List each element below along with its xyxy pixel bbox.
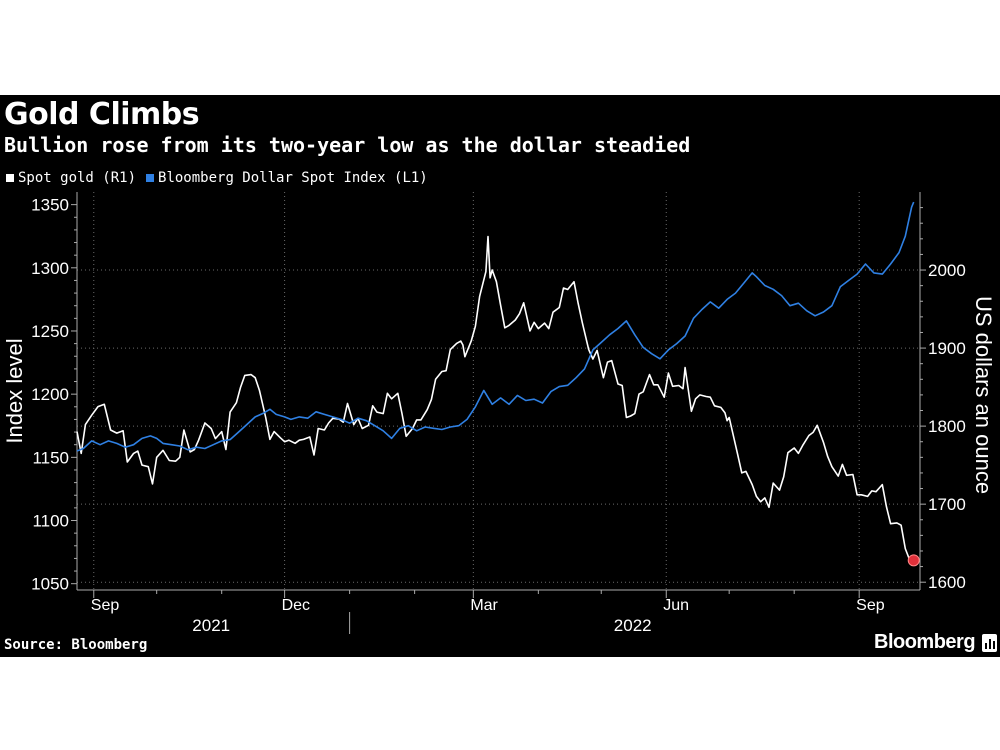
series-line-dollar-index [76,201,915,452]
end-point-marker [907,554,920,567]
right-axis-title: US dollars an ounce [971,296,996,494]
axes [71,192,926,634]
chart-panel [0,95,1000,657]
left-axis-tick-label: 1100 [32,512,69,531]
x-axis-tick-label: Sep [856,597,885,614]
series-line-spot-gold [76,235,915,566]
right-axis-tick-label: 1800 [928,417,966,436]
left-axis-tick-label: 1250 [31,322,69,341]
x-axis-tick-label: Jun [663,597,689,614]
chart-title: Gold Climbs [4,97,200,132]
left-axis-tick-label: 1200 [31,385,69,404]
legend-label-dollar: Bloomberg Dollar Spot Index (L1) [158,170,428,186]
right-axis-tick-label: 1900 [928,339,966,358]
left-axis-tick-label: 1300 [31,259,69,278]
legend-swatch-dollar [146,174,155,182]
bars-icon [982,634,997,652]
left-axis-tick-label: 1150 [32,448,69,467]
source-note: Source: Bloomberg [4,637,148,653]
legend-label-gold: Spot gold (R1) [18,170,137,186]
x-axis-tick-label: Dec [282,597,310,614]
left-axis-tick-label: 1350 [31,196,69,215]
x-axis-year-label: 2022 [614,616,652,635]
legend-item-dollar: Bloomberg Dollar Spot Index (L1) [146,170,428,186]
left-axis-tick-label: 1050 [31,575,69,594]
right-axis-tick-label: 1700 [928,495,966,514]
chart-legend: Spot gold (R1) Bloomberg Dollar Spot Ind… [6,170,438,186]
x-axis-tick-label: Mar [470,597,498,614]
brand-logo: Bloomberg [874,631,976,653]
x-axis-tick-label: Sep [91,597,120,614]
right-axis-tick-label: 1600 [928,573,966,592]
right-axis-tick-label: 2000 [928,261,966,280]
grid-lines [77,192,920,590]
axis-labels: 1050 1100 1150 1200 1250 1300 1350 1600 1700 1800… [2,196,996,635]
legend-swatch-gold [6,174,14,182]
left-axis-title: Index level [2,338,27,443]
x-axis-year-label: 2021 [192,616,230,635]
series-lines [76,201,920,567]
legend-item-gold: Spot gold (R1) [6,170,136,186]
chart-subtitle: Bullion rose from its two-year low as th… [4,133,691,157]
